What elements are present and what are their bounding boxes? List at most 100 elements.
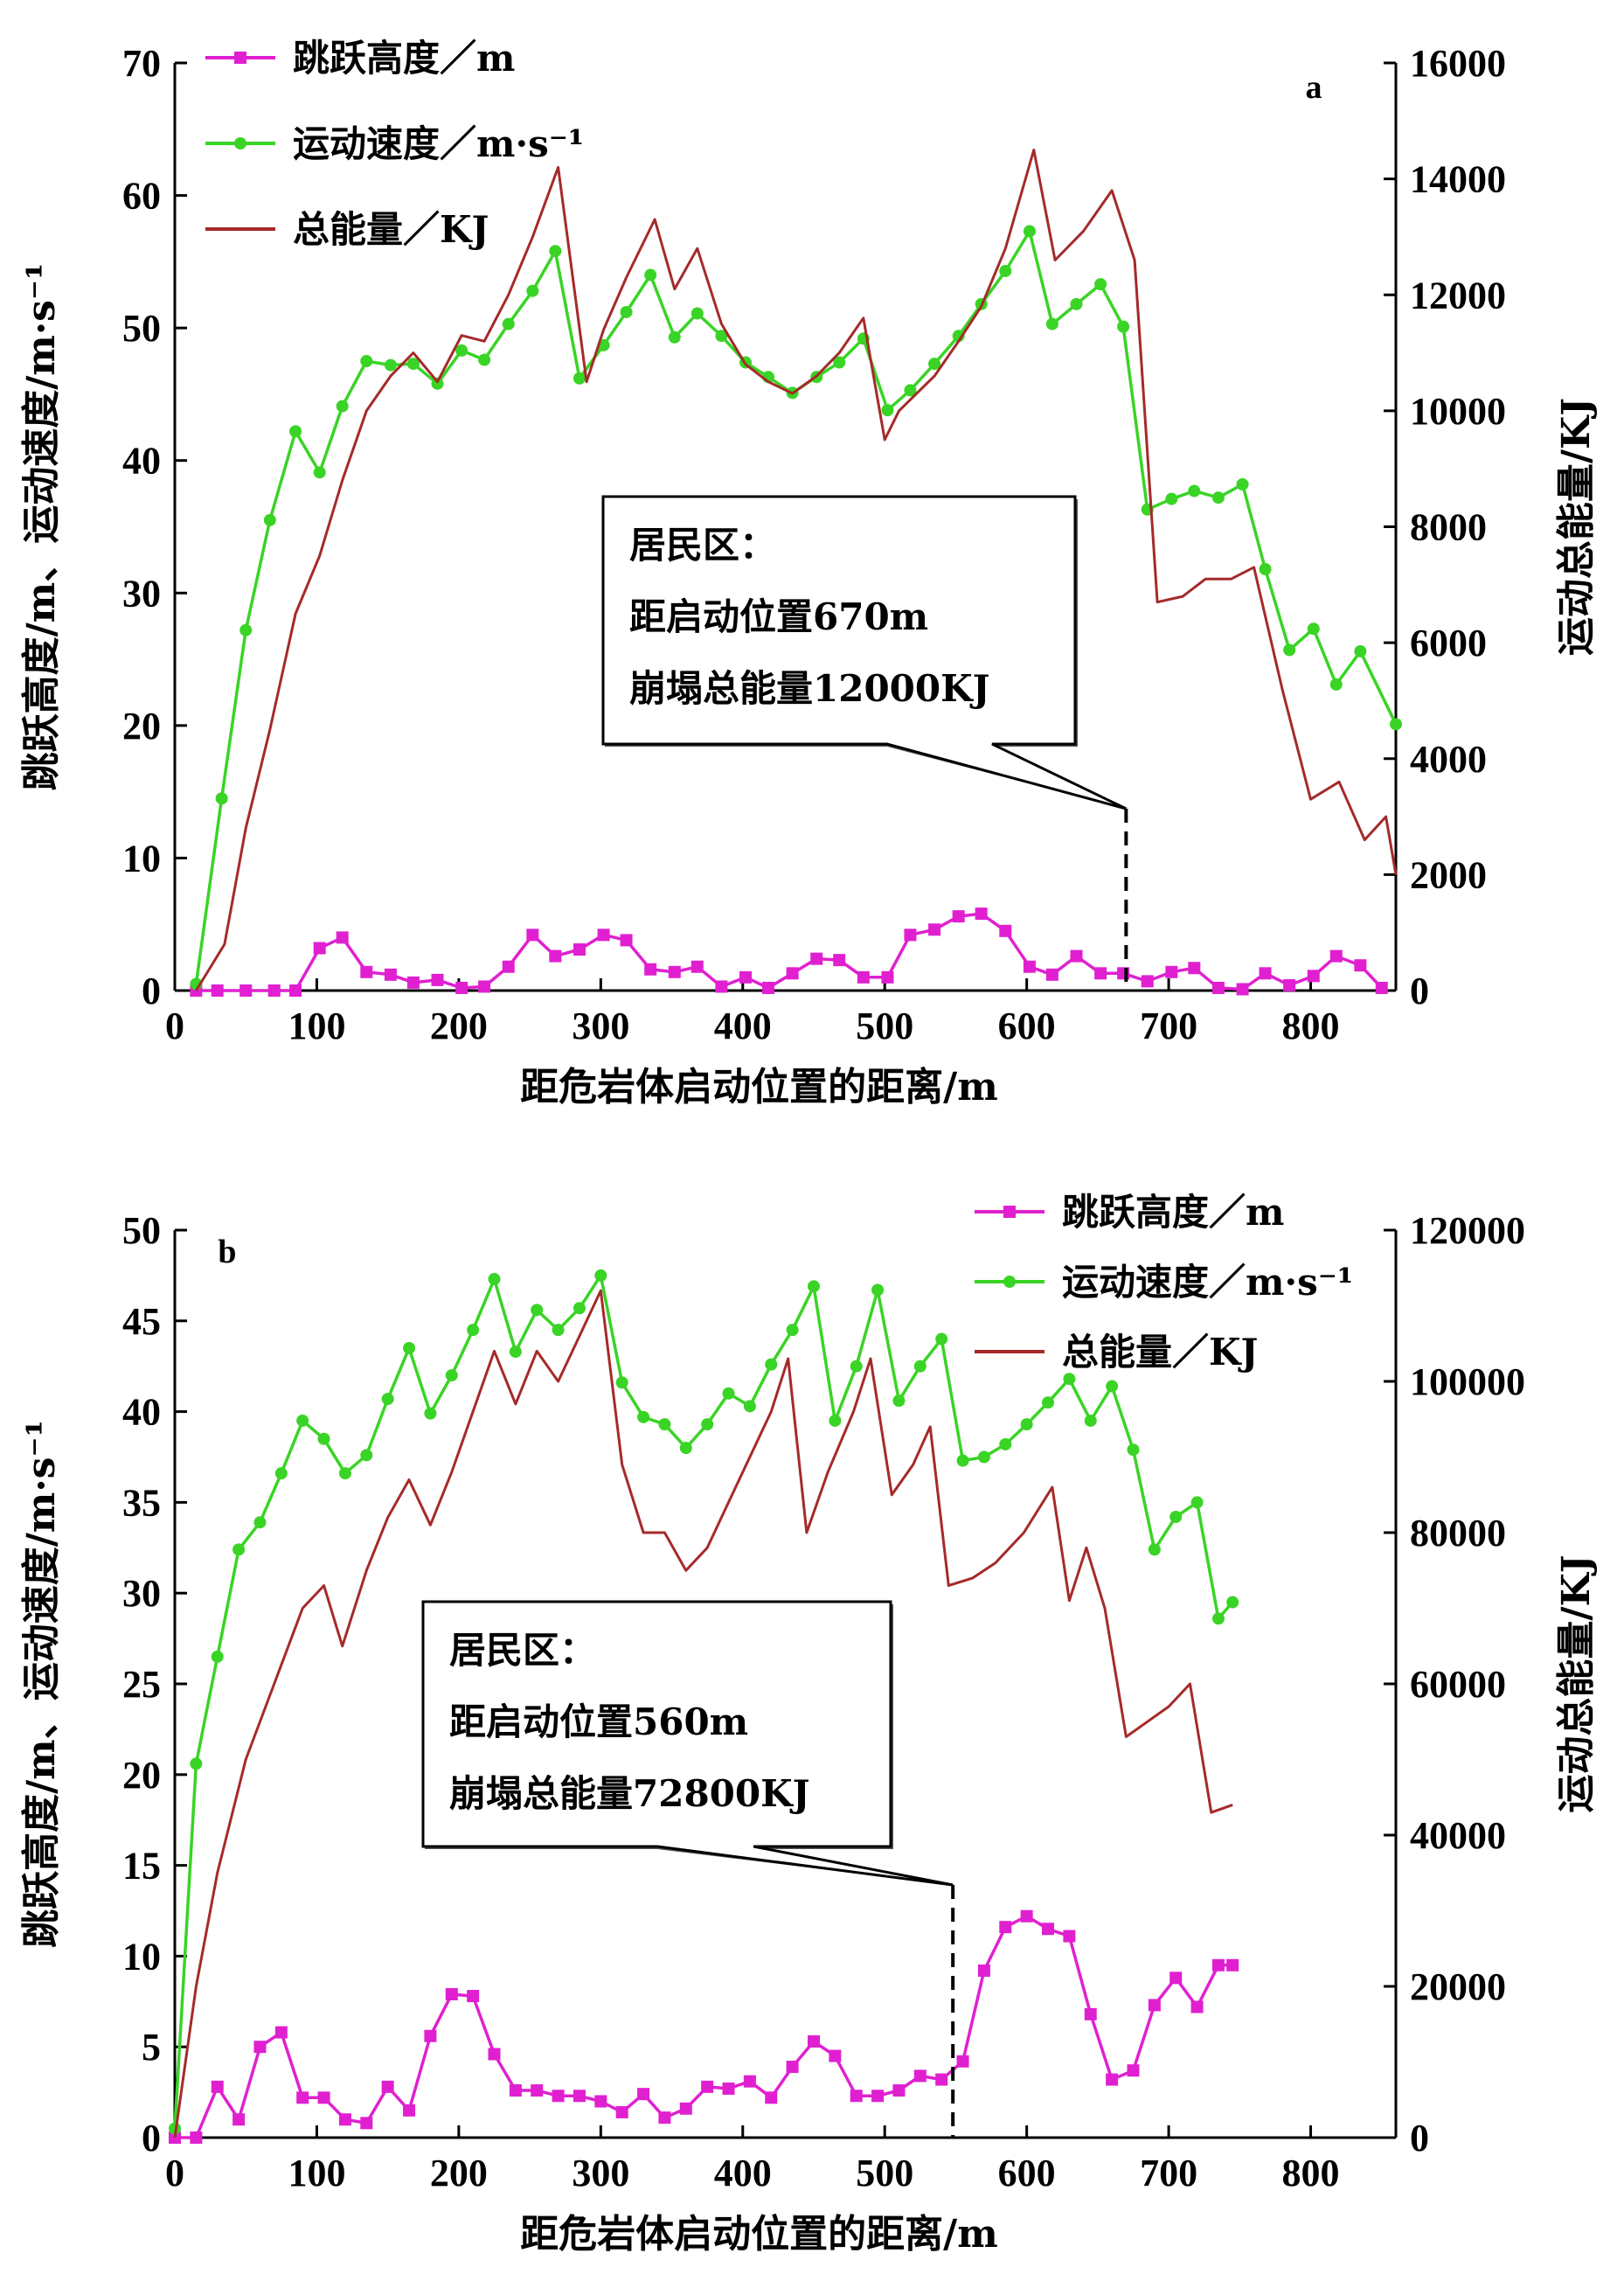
- panel-label: a: [1306, 69, 1322, 106]
- data-point: [765, 1358, 778, 1371]
- data-point: [1354, 959, 1367, 972]
- data-point: [313, 466, 326, 479]
- annotation-line: 居民区：: [449, 1629, 596, 1672]
- series-2: [173, 1289, 1233, 2138]
- y-left-tick-label: 0: [142, 2117, 161, 2159]
- data-point: [1259, 563, 1272, 576]
- data-point: [1190, 2000, 1204, 2013]
- data-point: [715, 980, 728, 993]
- data-point: [1236, 983, 1249, 996]
- y-left-tick-label: 35: [122, 1481, 161, 1524]
- data-point: [956, 2055, 969, 2068]
- data-point: [573, 1302, 586, 1315]
- y-right-tick-label: 16000: [1410, 42, 1506, 85]
- data-point: [403, 2104, 416, 2117]
- x-tick-label: 800: [1282, 2152, 1340, 2194]
- data-point: [502, 960, 515, 973]
- y-right-tick-label: 0: [1410, 970, 1429, 1012]
- data-point: [1084, 1414, 1097, 1427]
- data-point: [829, 1414, 842, 1427]
- data-point: [807, 2034, 820, 2048]
- legend-entry: 运动速度／m·s⁻¹: [975, 1261, 1353, 1304]
- data-point: [478, 353, 491, 366]
- data-point: [573, 2090, 586, 2103]
- data-point: [381, 1393, 394, 1406]
- data-point: [1329, 678, 1343, 691]
- y-left-tick-label: 0: [142, 970, 161, 1012]
- data-point: [360, 2117, 373, 2130]
- x-tick-label: 400: [714, 1005, 772, 1047]
- data-point: [526, 928, 539, 942]
- data-point: [1236, 477, 1249, 490]
- data-point: [722, 1387, 735, 1400]
- data-point: [833, 954, 846, 967]
- x-tick-label: 100: [288, 2152, 345, 2194]
- legend-entry: 总能量／KJ: [205, 208, 489, 251]
- data-point: [977, 1450, 990, 1464]
- data-point: [1042, 1923, 1055, 1936]
- data-point: [1354, 644, 1367, 657]
- data-point: [467, 1990, 480, 2003]
- data-point: [1259, 967, 1272, 980]
- y-right-tick-label: 60000: [1410, 1663, 1506, 1706]
- data-point: [274, 2026, 288, 2039]
- x-tick-label: 600: [998, 1005, 1056, 1047]
- data-point: [232, 2113, 246, 2126]
- data-point: [406, 976, 420, 989]
- y-left-tick-label: 15: [122, 1845, 161, 1888]
- data-point: [1226, 1596, 1239, 1609]
- data-point: [691, 307, 704, 320]
- y-left-tick-label: 60: [122, 175, 161, 218]
- y-right-axis-title: 运动总能量/KJ: [1554, 1554, 1599, 1812]
- data-point: [338, 1467, 351, 1480]
- y-right-tick-label: 14000: [1410, 158, 1506, 201]
- data-point: [786, 967, 799, 980]
- data-point: [904, 384, 917, 397]
- y-left-tick-label: 70: [122, 42, 161, 85]
- data-point: [1063, 1930, 1076, 1943]
- data-point: [289, 425, 302, 438]
- data-point: [881, 970, 894, 984]
- y-left-tick-label: 40: [122, 440, 161, 483]
- y-left-tick-label: 10: [122, 1935, 161, 1978]
- x-tick-label: 800: [1282, 1005, 1340, 1047]
- y-right-tick-label: 8000: [1410, 506, 1487, 549]
- data-point: [488, 2048, 501, 2061]
- x-tick-label: 100: [288, 1005, 345, 1047]
- data-point: [1375, 981, 1388, 994]
- legend-marker: [1003, 1276, 1016, 1288]
- data-point: [1190, 1496, 1204, 1509]
- data-point: [1084, 2007, 1097, 2020]
- data-point: [620, 934, 633, 947]
- data-point: [999, 1437, 1012, 1450]
- data-point: [384, 358, 397, 372]
- data-point: [190, 2131, 203, 2144]
- data-point: [644, 963, 657, 976]
- data-point: [892, 1394, 906, 1408]
- annotation-line: 居民区：: [629, 524, 776, 567]
- data-point: [445, 1369, 458, 1382]
- y-right-axis-title: 运动总能量/KJ: [1554, 398, 1599, 656]
- data-point: [239, 623, 253, 636]
- x-tick-label: 0: [165, 2152, 184, 2194]
- series-0: [190, 908, 1388, 997]
- data-point: [829, 2049, 842, 2062]
- x-tick-label: 300: [572, 2152, 629, 2194]
- data-point: [679, 1442, 692, 1455]
- x-tick-label: 500: [856, 1005, 913, 1047]
- data-point: [658, 2111, 671, 2125]
- data-point: [701, 2080, 714, 2093]
- data-point: [644, 268, 657, 282]
- data-point: [1169, 1972, 1183, 1985]
- y-right-tick-label: 120000: [1410, 1209, 1525, 1252]
- annotation-line: 距启动位置560m: [449, 1700, 748, 1743]
- y-right-tick-label: 40000: [1410, 1814, 1506, 1857]
- data-point: [455, 981, 468, 994]
- data-point: [701, 1418, 714, 1431]
- data-point: [431, 377, 444, 390]
- data-point: [336, 400, 349, 413]
- data-point: [296, 2091, 309, 2104]
- x-tick-label: 300: [572, 1005, 629, 1047]
- y-left-tick-label: 50: [122, 307, 161, 350]
- legend-marker: [234, 52, 246, 64]
